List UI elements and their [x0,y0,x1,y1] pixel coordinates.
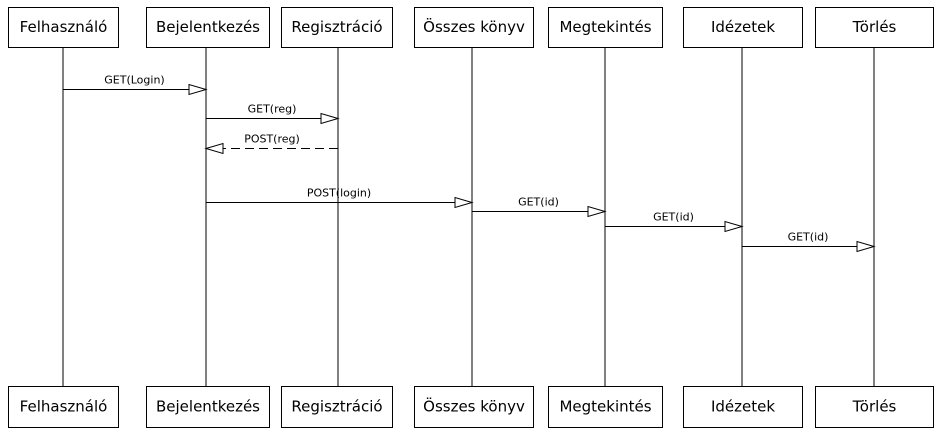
message-2: GET(reg) [206,103,340,125]
participant-top-felhasznalo: Felhasználó [8,7,119,48]
arrowhead-icon [454,196,474,209]
message-5: GET(id) [472,196,607,218]
arrowhead-icon [856,240,876,253]
message-label: GET(id) [518,196,559,209]
participant-label: Megtekintés [559,18,651,36]
message-label: GET(Login) [104,74,164,87]
participant-top-bejelentkezes: Bejelentkezés [146,7,270,48]
participants: Felhasználó Felhasználó Bejelentkezés Bejel… [8,7,934,428]
participant-box [815,386,934,428]
arrowhead-icon [320,112,340,125]
participant-box [281,386,393,428]
participant-bottom-regisztracio: Regisztráció [281,386,393,428]
participant-top-idezetek: Idézetek [683,7,803,48]
participant-box [8,7,119,48]
participant-label: Felhasználó [20,398,108,416]
participant-top-regisztracio: Regisztráció [281,7,393,48]
participant-box [8,386,119,428]
participant-box [548,386,663,428]
message-label: POST(login) [307,187,371,200]
participant-label: Regisztráció [291,398,382,416]
participant-bottom-bejelentkezes: Bejelentkezés [146,386,270,428]
lifelines [62,47,875,386]
participant-label: Összes könyv [423,17,525,36]
participant-label: Törlés [852,398,897,416]
participant-label: Idézetek [711,18,775,36]
participant-box [683,386,803,428]
participant-label: Törlés [852,18,897,36]
participant-bottom-idezetek: Idézetek [683,386,803,428]
message-4: POST(login) [206,187,474,209]
participant-box [414,7,534,48]
participant-label: Regisztráció [291,18,382,36]
message-1: GET(Login) [63,74,208,96]
arrowhead-icon [724,220,744,233]
participant-label: Bejelentkezés [156,18,260,36]
participant-bottom-megtekintes: Megtekintés [548,386,663,428]
participant-label: Felhasználó [20,18,108,36]
message-7: GET(id) [742,231,876,253]
participant-bottom-osszes_konyv: Összes könyv [414,386,534,428]
participant-box [815,7,934,48]
participant-label: Megtekintés [559,398,651,416]
participant-box [414,386,534,428]
message-label: GET(id) [788,231,829,244]
participant-label: Összes könyv [423,397,525,416]
arrowhead-icon [204,142,224,155]
message-label: GET(reg) [248,103,297,116]
participant-box [548,7,663,48]
arrowhead-icon [188,83,208,96]
participant-bottom-felhasznalo: Felhasználó [8,386,119,428]
participant-box [146,7,270,48]
participant-top-megtekintes: Megtekintés [548,7,663,48]
message-3: POST(reg) [204,133,338,155]
messages: GET(Login) GET(reg) POST(reg) POST(login) GE… [63,74,876,253]
participant-label: Bejelentkezés [156,398,260,416]
participant-bottom-torles: Törlés [815,386,934,428]
participant-top-osszes_konyv: Összes könyv [414,7,534,48]
participant-box [683,7,803,48]
participant-label: Idézetek [711,398,775,416]
arrowhead-icon [587,205,607,218]
participant-box [146,386,270,428]
participant-box [281,7,393,48]
message-label: POST(reg) [244,133,300,146]
message-label: GET(id) [653,211,694,224]
participant-top-torles: Törlés [815,7,934,48]
message-6: GET(id) [605,211,744,233]
